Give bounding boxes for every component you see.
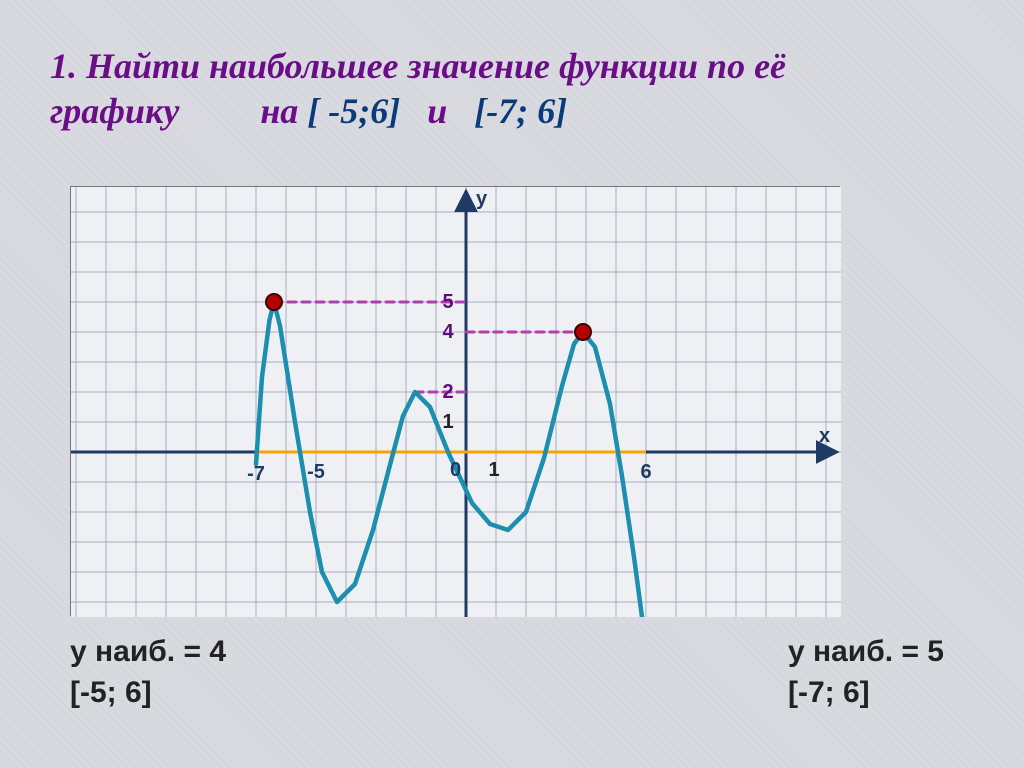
- answer-1-line2: [-5; 6]: [70, 676, 152, 709]
- title-on: на: [260, 91, 298, 131]
- svg-text:х: х: [819, 425, 830, 447]
- svg-text:2: 2: [442, 381, 453, 403]
- svg-text:-5: -5: [307, 461, 325, 483]
- answer-2-line2: [-7; 6]: [788, 676, 870, 709]
- svg-text:4: 4: [442, 321, 454, 343]
- svg-text:-7: -7: [247, 463, 265, 485]
- svg-text:у: у: [476, 188, 488, 210]
- answer-2: у наиб. = 5 [-7; 6]: [788, 632, 944, 713]
- svg-text:1: 1: [488, 459, 499, 481]
- svg-text:0: 0: [450, 459, 461, 481]
- svg-text:6: 6: [640, 461, 651, 483]
- function-graph: у х 0 -7 -5 1 6 1 2 4 5: [71, 187, 841, 617]
- answer-1-line1: у наиб. = 4: [70, 635, 226, 668]
- title-and: и: [427, 91, 447, 131]
- title-line1: 1. Найти наибольшее значение функции по …: [50, 46, 786, 86]
- svg-text:5: 5: [442, 291, 453, 313]
- chart-area: у х 0 -7 -5 1 6 1 2 4 5: [70, 186, 840, 616]
- title-interval-2: [-7; 6]: [474, 91, 567, 131]
- svg-text:1: 1: [442, 411, 453, 433]
- title-line2-word: графику: [50, 91, 179, 131]
- answer-1: у наиб. = 4 [-5; 6]: [70, 632, 226, 713]
- title-interval-1: [ -5;6]: [307, 91, 400, 131]
- answer-2-line1: у наиб. = 5: [788, 635, 944, 668]
- problem-title: 1. Найти наибольшее значение функции по …: [50, 44, 974, 134]
- answers-row: у наиб. = 4 [-5; 6] у наиб. = 5 [-7; 6]: [70, 632, 944, 713]
